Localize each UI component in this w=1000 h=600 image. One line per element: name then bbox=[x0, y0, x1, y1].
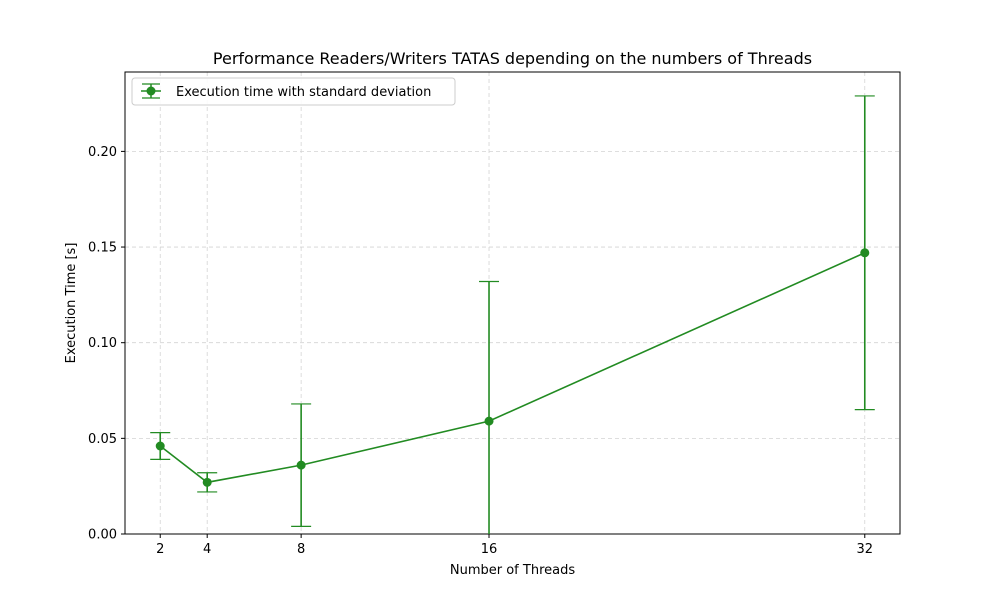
x-axis-label: Number of Threads bbox=[450, 563, 575, 578]
x-tick-label: 2 bbox=[156, 542, 164, 557]
y-tick-label: 0.05 bbox=[88, 432, 117, 447]
data-point bbox=[155, 441, 165, 451]
legend: Execution time with standard deviation bbox=[131, 77, 456, 106]
x-tick-label: 4 bbox=[203, 542, 211, 557]
data-point bbox=[484, 416, 494, 426]
data-point bbox=[202, 477, 212, 487]
x-tick-label: 32 bbox=[856, 542, 873, 557]
legend-box bbox=[131, 77, 456, 106]
y-tick-label: 0.20 bbox=[88, 145, 117, 160]
y-tick-label: 0.10 bbox=[88, 336, 117, 351]
x-tick-label: 8 bbox=[297, 542, 305, 557]
y-axis-ticks: 0.00 0.05 0.10 0.15 0.20 bbox=[88, 145, 125, 543]
data-point bbox=[296, 460, 306, 470]
series-layer bbox=[150, 95, 875, 534]
data-point bbox=[860, 248, 870, 258]
x-axis-ticks: 2 4 8 16 32 bbox=[156, 534, 873, 557]
legend-marker bbox=[146, 86, 156, 96]
y-tick-label: 0.00 bbox=[88, 528, 117, 543]
legend-label: Execution time with standard deviation bbox=[176, 85, 431, 100]
x-tick-label: 16 bbox=[481, 542, 498, 557]
chart-title: Performance Readers/Writers TATAS depend… bbox=[213, 49, 812, 68]
plot-frame bbox=[124, 71, 901, 535]
y-axis-label: Execution Time [s] bbox=[64, 243, 79, 364]
y-tick-label: 0.15 bbox=[88, 241, 117, 256]
